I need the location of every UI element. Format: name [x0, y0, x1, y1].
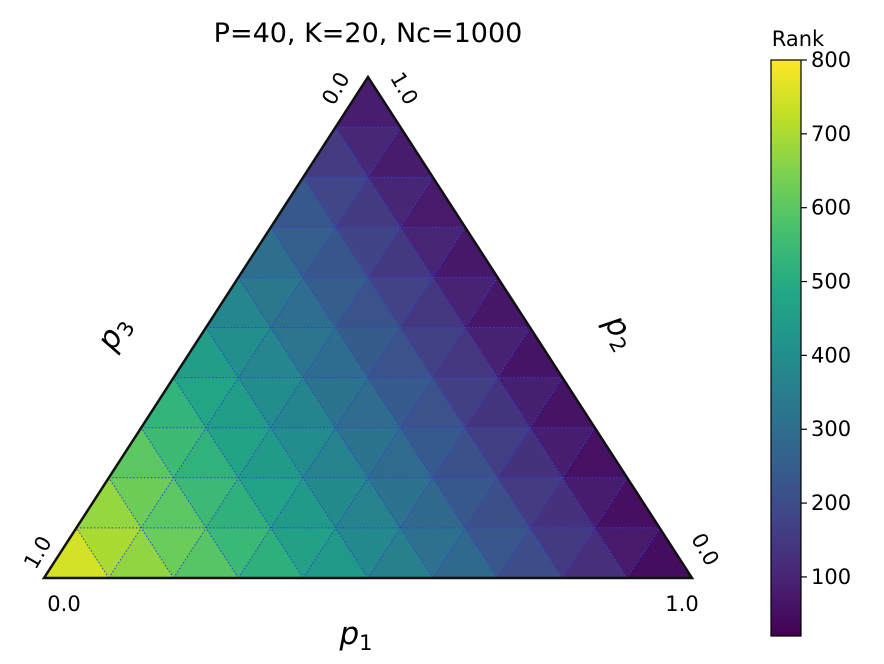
colorbar	[770, 59, 802, 637]
colorbar-ticks: 100 200 300 400 500 600 700 800	[801, 48, 851, 589]
p1-min-label: 0.0	[47, 592, 80, 616]
gridline-falling	[205, 327, 369, 579]
p3-min-label: 0.0	[317, 68, 354, 109]
chart-title: P=40, K=20, Nc=1000	[214, 18, 523, 49]
gridline-falling	[75, 527, 110, 579]
p3-axis-label: p3	[89, 310, 140, 359]
p1-axis-label: p1	[338, 616, 372, 655]
colorbar-tick-label: 100	[811, 565, 851, 589]
gridline-rising	[626, 527, 661, 579]
colorbar-tick-label: 400	[811, 343, 851, 367]
ternary-gridlines	[75, 126, 661, 579]
p2-min-label: 0.0	[686, 529, 723, 570]
colorbar-title: Rank	[772, 27, 825, 51]
colorbar-tick-label: 800	[811, 48, 851, 72]
p2-max-label: 1.0	[385, 68, 422, 109]
colorbar-tick-label: 700	[811, 122, 851, 146]
gridline-falling	[173, 377, 304, 579]
gridline-rising	[367, 327, 531, 579]
colorbar-tick-label: 300	[811, 417, 851, 441]
gridline-rising	[432, 377, 563, 579]
colorbar-tick-label: 500	[811, 270, 851, 294]
p1-max-label: 1.0	[665, 592, 698, 616]
gridline-rising	[561, 477, 628, 579]
p2-axis-label: p2	[594, 308, 645, 357]
ternary-frame	[41, 74, 695, 580]
ternary-cells	[43, 76, 693, 579]
colorbar-tick-label: 600	[811, 196, 851, 220]
colorbar-tick-label: 200	[811, 491, 851, 515]
gridline-falling	[108, 477, 175, 579]
